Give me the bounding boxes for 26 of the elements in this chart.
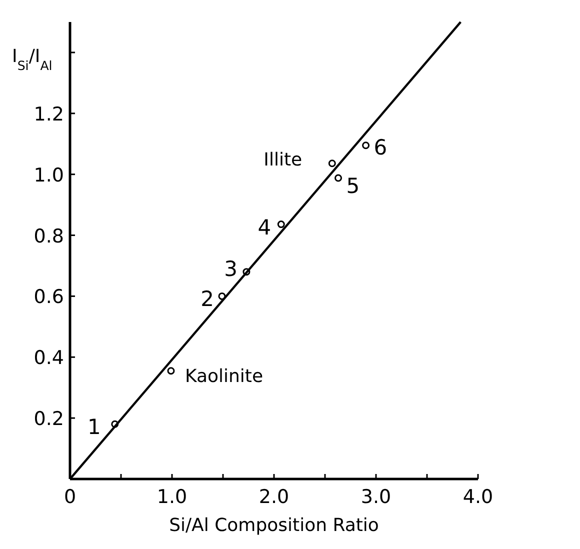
- point: [328, 160, 336, 168]
- annotation: 3: [224, 256, 238, 281]
- x-tick-label: 1.0: [156, 486, 188, 508]
- annotation: Kaolinite: [184, 366, 264, 387]
- y-axis-title: I$_{Si}$/I$_{Al}$: [12, 46, 52, 72]
- x-axis-title: Si/Al Composition Ratio: [169, 515, 379, 536]
- annotation: Illite: [264, 149, 302, 170]
- x-tick-label: 3.0: [360, 486, 392, 508]
- x-tick-label: 4.0: [462, 486, 494, 508]
- point: [277, 220, 285, 228]
- y-tick-label: 1.0: [34, 164, 64, 186]
- y-tick-label: 0.6: [34, 286, 64, 308]
- annotation: 5: [346, 174, 360, 198]
- annotation: 6: [374, 135, 388, 160]
- x-tick-label: 0: [64, 486, 76, 508]
- point: [334, 174, 342, 182]
- annotation: 2: [200, 287, 214, 312]
- point: [167, 367, 175, 375]
- y-tick-label: 0.2: [34, 408, 64, 430]
- annotation: 1: [88, 415, 101, 440]
- y-tick-label: 0.8: [34, 225, 64, 248]
- x-tick-label: 2.0: [258, 486, 290, 508]
- y-tick-label: 1.2: [34, 103, 64, 126]
- y-tick-label: 0.4: [34, 347, 64, 370]
- point: [362, 142, 370, 150]
- annotation: 4: [258, 215, 272, 240]
